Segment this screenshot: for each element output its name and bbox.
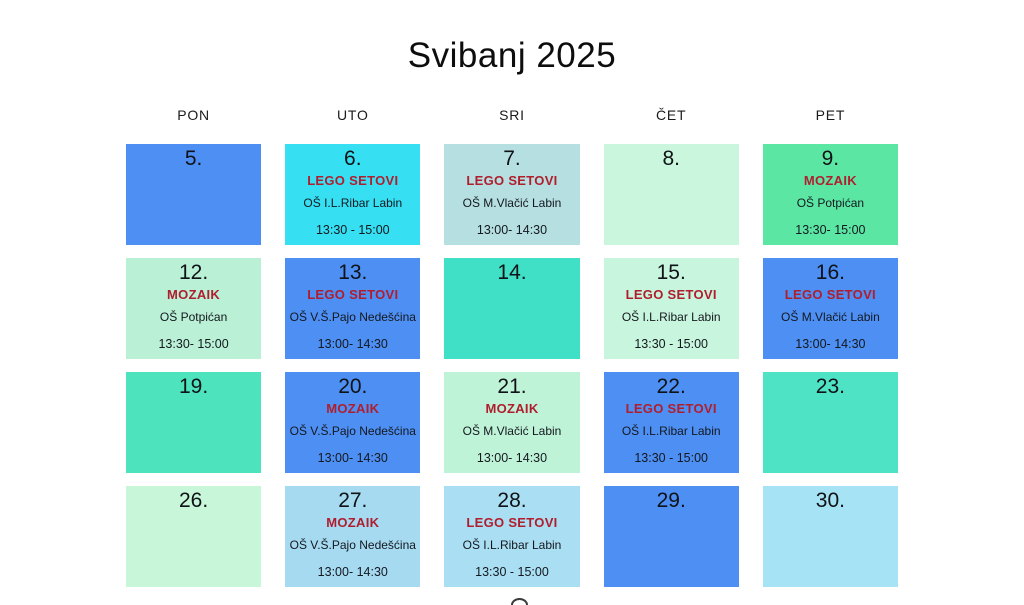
school-name: OŠ Potpićan bbox=[796, 196, 865, 211]
day-number: 29. bbox=[656, 489, 686, 512]
school-name: OŠ M.Vlačić Labin bbox=[781, 310, 880, 325]
activity-name: MOZAIK bbox=[485, 401, 539, 417]
weekday-label-sri: SRI bbox=[499, 107, 525, 123]
day-number: 9. bbox=[821, 147, 840, 170]
calendar-day-cell: 6. LEGO SETOVI OŠ I.L.Ribar Labin 13:30 - 1… bbox=[285, 144, 421, 245]
day-number: 8. bbox=[662, 147, 680, 170]
cutoff-footer-glyph bbox=[511, 598, 528, 605]
day-number: 21. bbox=[497, 375, 527, 398]
school-name: OŠ I.L.Ribar Labin bbox=[621, 424, 721, 439]
activity-name: MOZAIK bbox=[326, 401, 380, 417]
weekday-label-pon: PON bbox=[177, 107, 210, 123]
day-number: 22. bbox=[656, 375, 686, 398]
school-name: OŠ Potpićan bbox=[159, 310, 228, 325]
weekday-label-pet: PET bbox=[815, 107, 846, 123]
day-number: 15. bbox=[656, 261, 686, 284]
school-name: OŠ I.L.Ribar Labin bbox=[303, 196, 403, 211]
calendar-day-cell: 27. MOZAIK OŠ V.Š.Pajo Nedešćina 13:00- 14:… bbox=[285, 486, 421, 587]
weekday-label-cet: ČET bbox=[655, 107, 687, 123]
activity-time: 13:30 - 15:00 bbox=[315, 223, 390, 237]
activity-name: LEGO SETOVI bbox=[466, 173, 558, 189]
calendar-day-cell: 15. LEGO SETOVI OŠ I.L.Ribar Labin 13:30 - … bbox=[603, 258, 739, 359]
weekday-label-uto: UTO bbox=[336, 107, 369, 123]
calendar-day-cell: 29. bbox=[603, 486, 739, 587]
day-number: 14. bbox=[497, 261, 527, 284]
calendar-day-cell: 22. LEGO SETOVI OŠ I.L.Ribar Labin 13:30 - … bbox=[603, 372, 739, 473]
calendar-day-cell: 12. MOZAIK OŠ Potpićan 13:30- 15:00 bbox=[126, 258, 262, 359]
activity-name: MOZAIK bbox=[326, 515, 380, 531]
page-title: Svibanj 2025 bbox=[407, 36, 617, 75]
calendar-day-cell: 8. bbox=[603, 144, 739, 245]
activity-name: LEGO SETOVI bbox=[784, 287, 876, 303]
activity-time: 13:00- 14:30 bbox=[317, 451, 388, 465]
calendar-day-cell: 9. MOZAIK OŠ Potpićan 13:30- 15:00 bbox=[762, 144, 898, 245]
calendar-day-cell: 21. MOZAIK OŠ M.Vlačić Labin 13:00- 14:30 bbox=[444, 372, 580, 473]
school-name: OŠ V.Š.Pajo Nedešćina bbox=[289, 424, 416, 439]
day-number: 20. bbox=[338, 375, 368, 398]
school-name: OŠ V.Š.Pajo Nedešćina bbox=[289, 310, 416, 325]
day-number: 30. bbox=[815, 489, 845, 512]
day-number: 5. bbox=[184, 147, 203, 170]
school-name: OŠ I.L.Ribar Labin bbox=[621, 310, 721, 325]
day-number: 16. bbox=[815, 261, 845, 284]
school-name: OŠ M.Vlačić Labin bbox=[462, 424, 562, 439]
day-number: 23. bbox=[815, 375, 845, 398]
activity-name: LEGO SETOVI bbox=[625, 401, 717, 417]
calendar-day-cell: 5. bbox=[126, 144, 262, 245]
activity-time: 13:30 - 15:00 bbox=[475, 565, 549, 579]
calendar: PON UTO SRI ČET PET 5. 6. LEGO SETOVI OŠ I.… bbox=[126, 107, 898, 587]
day-number: 13. bbox=[338, 261, 368, 284]
calendar-grid: 5. 6. LEGO SETOVI OŠ I.L.Ribar Labin 13:30 -… bbox=[126, 144, 898, 587]
day-number: 19. bbox=[178, 375, 209, 398]
calendar-day-cell: 14. bbox=[444, 258, 580, 359]
activity-time: 13:00- 14:30 bbox=[317, 337, 388, 351]
activity-time: 13:30- 15:00 bbox=[158, 337, 229, 351]
calendar-day-cell: 16. LEGO SETOVI OŠ M.Vlačić Labin 13:00- 14… bbox=[762, 258, 898, 359]
day-number: 26. bbox=[178, 489, 209, 512]
activity-time: 13:00- 14:30 bbox=[476, 451, 548, 465]
day-number: 27. bbox=[338, 489, 368, 512]
school-name: OŠ M.Vlačić Labin bbox=[462, 196, 562, 211]
activity-name: LEGO SETOVI bbox=[466, 515, 558, 531]
activity-time: 13:00- 14:30 bbox=[795, 337, 866, 351]
activity-name: LEGO SETOVI bbox=[307, 287, 399, 303]
activity-time: 13:00- 14:30 bbox=[317, 565, 388, 579]
calendar-day-cell: 30. bbox=[762, 486, 898, 587]
activity-name: MOZAIK bbox=[167, 287, 221, 303]
day-number: 6. bbox=[344, 147, 362, 170]
activity-name: LEGO SETOVI bbox=[625, 287, 717, 303]
day-number: 7. bbox=[503, 147, 521, 170]
activity-time: 13:30- 15:00 bbox=[795, 223, 866, 237]
calendar-day-cell: 13. LEGO SETOVI OŠ V.Š.Pajo Nedešćina 13:00… bbox=[285, 258, 421, 359]
activity-name: MOZAIK bbox=[803, 173, 857, 189]
school-name: OŠ I.L.Ribar Labin bbox=[462, 538, 562, 553]
calendar-day-cell: 19. bbox=[126, 372, 262, 473]
day-number: 12. bbox=[178, 261, 209, 284]
school-name: OŠ V.Š.Pajo Nedešćina bbox=[289, 538, 416, 553]
activity-time: 13:00- 14:30 bbox=[476, 223, 548, 237]
calendar-day-cell: 28. LEGO SETOVI OŠ I.L.Ribar Labin 13:30 - … bbox=[444, 486, 580, 587]
calendar-day-cell: 20. MOZAIK OŠ V.Š.Pajo Nedešćina 13:00- 14:… bbox=[285, 372, 421, 473]
calendar-day-cell: 23. bbox=[762, 372, 898, 473]
activity-time: 13:30 - 15:00 bbox=[634, 337, 709, 351]
activity-name: LEGO SETOVI bbox=[307, 173, 399, 189]
weekday-header-row: PON UTO SRI ČET PET bbox=[126, 107, 898, 123]
day-number: 28. bbox=[497, 489, 527, 512]
activity-time: 13:30 - 15:00 bbox=[634, 451, 709, 465]
calendar-day-cell: 7. LEGO SETOVI OŠ M.Vlačić Labin 13:00- 14:… bbox=[444, 144, 580, 245]
calendar-day-cell: 26. bbox=[126, 486, 262, 587]
